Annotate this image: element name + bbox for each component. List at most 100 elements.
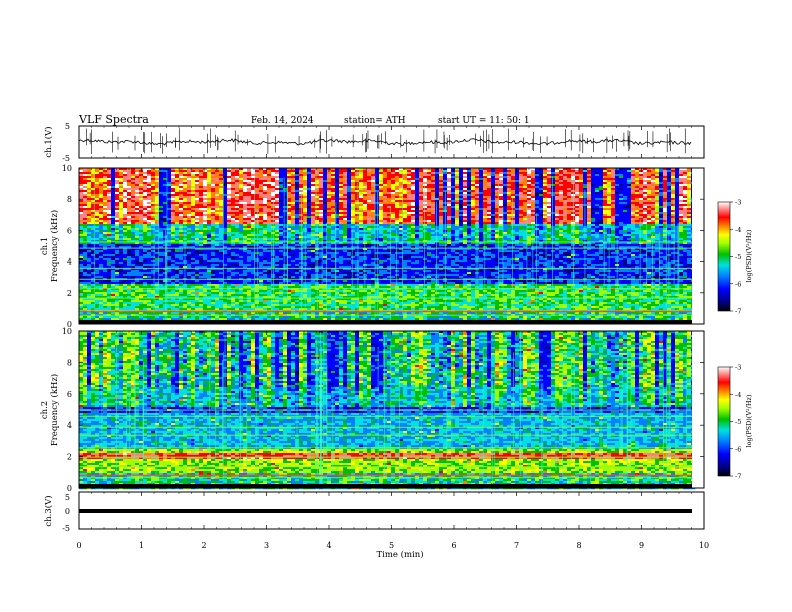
spectrogram-cell xyxy=(307,290,311,292)
spectrogram-cell xyxy=(123,210,127,212)
spectrogram-cell xyxy=(91,252,95,254)
spectrogram-cell xyxy=(127,184,131,186)
spectrogram-cell xyxy=(319,174,323,176)
spectrogram-cell xyxy=(283,200,287,202)
spectrogram-cell xyxy=(183,172,187,174)
spectrogram-cell xyxy=(83,198,87,200)
spectrogram-cell xyxy=(215,260,219,262)
spectrogram-cell xyxy=(143,260,147,262)
spectrogram-cell xyxy=(143,280,147,282)
spectrogram-cell xyxy=(283,210,287,212)
spectrogram-cell xyxy=(267,238,271,240)
spectrogram-cell xyxy=(107,204,111,206)
spectrogram-cell xyxy=(179,252,183,254)
spectrogram-cell xyxy=(299,254,303,256)
spectrogram-cell xyxy=(231,292,235,294)
spectrogram-cell xyxy=(243,174,247,176)
spectrogram-cell xyxy=(215,190,219,192)
spectrogram-cell xyxy=(111,200,115,202)
spectrogram-cell xyxy=(183,206,187,208)
spectrogram-cell xyxy=(79,264,83,266)
spectrogram-cell xyxy=(191,228,195,230)
spectrogram-cell xyxy=(115,184,119,186)
spectrogram-cell xyxy=(263,244,267,246)
spectrogram-cell xyxy=(127,312,131,314)
spectrogram-cell xyxy=(267,192,271,194)
spectrogram-cell xyxy=(275,264,279,266)
spectrogram-cell xyxy=(103,204,107,206)
spectrogram-cell xyxy=(259,236,263,238)
spectrogram-cell xyxy=(263,180,267,182)
spectrogram-cell xyxy=(211,208,215,210)
spectrogram-cell xyxy=(171,186,175,188)
spectrogram-cell xyxy=(191,200,195,202)
spectrogram-cell xyxy=(279,308,283,310)
spectrogram-cell xyxy=(267,312,271,314)
spectrogram-cell xyxy=(279,270,283,272)
spectrogram-cell xyxy=(215,198,219,200)
spectrogram-cell xyxy=(311,244,315,246)
spectrogram-cell xyxy=(139,250,143,252)
spectrogram-cell xyxy=(235,176,239,178)
spectrogram-cell xyxy=(159,186,163,188)
spectrogram-cell xyxy=(99,316,103,318)
spectrogram-cell xyxy=(99,180,103,182)
spectrogram-cell xyxy=(175,304,179,306)
spectrogram-cell xyxy=(171,206,175,208)
spectrogram-cell xyxy=(175,218,179,220)
spectrogram-cell xyxy=(167,176,171,178)
spectrogram-cell xyxy=(207,254,211,256)
spectrogram-cell xyxy=(287,180,291,182)
spectrogram-cell xyxy=(315,188,319,190)
spectrogram-cell xyxy=(187,280,191,282)
spectrogram-cell xyxy=(299,286,303,288)
spectrogram-cell xyxy=(219,276,223,278)
spectrogram-cell xyxy=(283,216,287,218)
spectrogram-cell xyxy=(319,206,323,208)
spectrogram-cell xyxy=(275,184,279,186)
spectrogram-cell xyxy=(151,286,155,288)
spectrogram-cell xyxy=(111,236,115,238)
spectrogram-cell xyxy=(243,290,247,292)
spectrogram-cell xyxy=(263,232,267,234)
spectrogram-cell xyxy=(115,300,119,302)
spectrogram-cell xyxy=(203,202,207,204)
spectrogram-cell xyxy=(207,300,211,302)
spectrogram-cell xyxy=(267,274,271,276)
spectrogram-cell xyxy=(175,270,179,272)
spectrogram-cell xyxy=(211,184,215,186)
spectrogram-cell xyxy=(79,170,83,172)
spectrogram-cell xyxy=(291,210,295,212)
spectrogram-cell xyxy=(291,170,295,172)
spectrogram-cell xyxy=(107,194,111,196)
spectrogram-cell xyxy=(247,252,251,254)
spectrogram-cell xyxy=(111,208,115,210)
spectrogram-cell xyxy=(127,192,131,194)
spectrogram-cell xyxy=(135,216,139,218)
spectrogram-cell xyxy=(235,230,239,232)
spectrogram-cell xyxy=(195,308,199,310)
spectrogram-cell xyxy=(179,308,183,310)
spectrogram-cell xyxy=(319,286,323,288)
spectrogram-cell xyxy=(143,206,147,208)
spectrogram-cell xyxy=(279,238,283,240)
spectrogram-cell xyxy=(259,216,263,218)
spectrogram-cell xyxy=(255,254,259,256)
spectrogram-cell xyxy=(311,170,315,172)
spectrogram-cell xyxy=(99,302,103,304)
spectrogram-cell xyxy=(231,174,235,176)
spectrogram-cell xyxy=(231,234,235,236)
spectrogram-cell xyxy=(319,184,323,186)
spectrogram-cell xyxy=(179,234,183,236)
spectrogram-cell xyxy=(171,214,175,216)
spectrogram-cell xyxy=(307,234,311,236)
spectrogram-cell xyxy=(151,238,155,240)
spectrogram-cell xyxy=(95,184,99,186)
spectrogram-cell xyxy=(95,174,99,176)
spectrogram-cell xyxy=(143,236,147,238)
spectrogram-cell xyxy=(135,212,139,214)
spectrogram-cell xyxy=(239,206,243,208)
spectrogram-cell xyxy=(199,302,203,304)
spectrogram-cell xyxy=(115,188,119,190)
spectrogram-cell xyxy=(179,318,183,320)
